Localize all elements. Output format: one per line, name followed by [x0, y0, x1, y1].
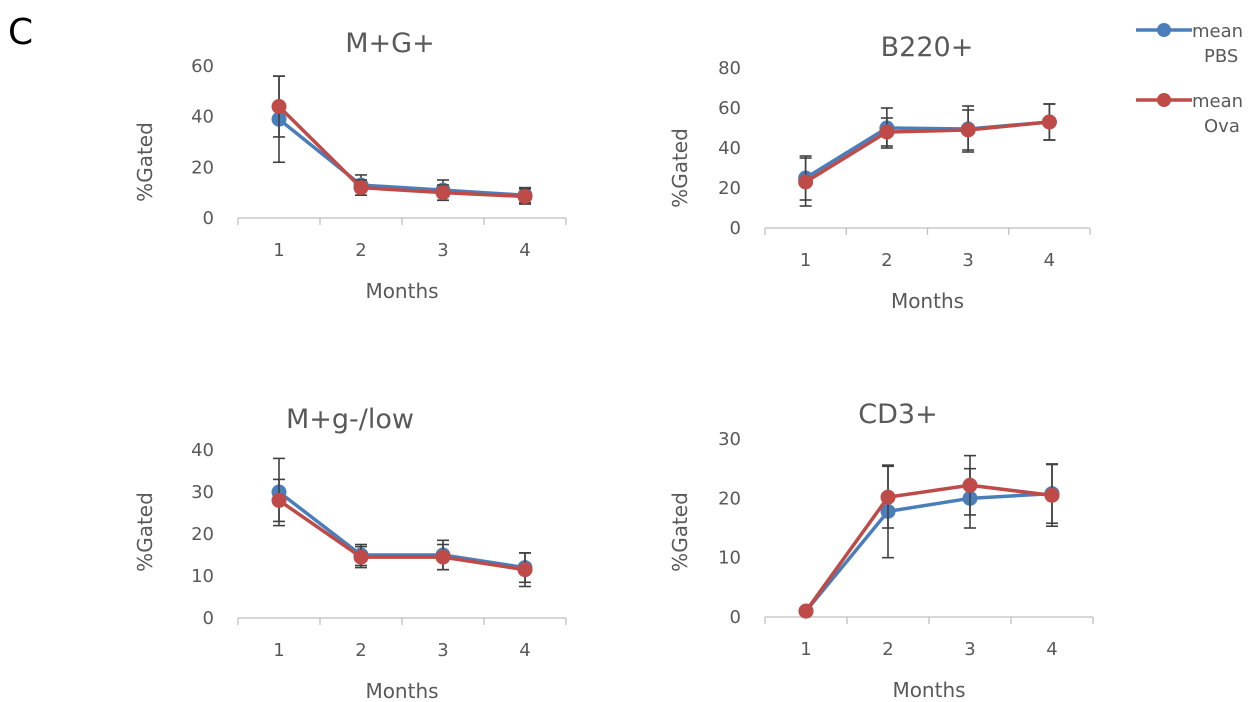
y-tick-label: 0 [203, 608, 214, 629]
y-axis-title: %Gated [668, 492, 692, 572]
x-tick-label: 4 [1046, 639, 1057, 660]
x-axis-title: Months [891, 289, 964, 313]
series-ova [271, 75, 533, 205]
x-tick-label: 3 [437, 240, 448, 261]
x-tick-label: 2 [882, 639, 893, 660]
y-tick-label: 20 [718, 178, 741, 199]
x-tick-label: 1 [800, 639, 811, 660]
data-point [517, 188, 533, 204]
y-tick-label: 10 [718, 548, 741, 569]
y-tick-label: 40 [718, 138, 741, 159]
chart-title: B220+ [881, 32, 974, 63]
x-tick-label: 4 [519, 240, 530, 261]
y-tick-label: 0 [730, 607, 741, 628]
data-point [271, 99, 287, 115]
data-point [880, 489, 896, 505]
series-line [277, 105, 526, 199]
y-axis-title: %Gated [133, 122, 157, 202]
legend: mean PBS mean Ova [1136, 21, 1243, 137]
series-line [278, 498, 526, 572]
y-tick-label: 0 [730, 218, 741, 239]
data-point [517, 562, 533, 578]
x-axis-title: Months [365, 679, 438, 702]
series-pbs [798, 103, 1057, 201]
data-point [960, 122, 976, 138]
x-axis-title: Months [365, 279, 438, 303]
data-point [798, 174, 814, 190]
chart-title: M+G+ [345, 28, 434, 59]
legend-label-pbs-line1: mean [1192, 21, 1243, 42]
y-axis-title: %Gated [133, 492, 157, 572]
x-tick-label: 1 [273, 240, 284, 261]
series-ova [798, 103, 1057, 207]
x-axis-title: Months [892, 678, 965, 702]
y-tick-label: 30 [191, 482, 214, 503]
x-tick-label: 3 [437, 640, 448, 661]
legend-item-pbs: mean PBS [1136, 21, 1243, 67]
data-point [879, 124, 895, 140]
series-line [277, 490, 526, 570]
x-tick-label: 2 [881, 250, 892, 271]
series-line [804, 491, 1053, 613]
y-tick-label: 60 [718, 98, 741, 119]
y-tick-label: 0 [203, 208, 214, 229]
series-ova [271, 478, 533, 588]
y-tick-label: 20 [718, 488, 741, 509]
y-tick-label: 60 [191, 56, 214, 77]
y-tick-label: 10 [191, 566, 214, 587]
chart-3: M+g-/low %Gated 1 2 3 4 Months 0 10 20 30 40 [133, 404, 567, 702]
chart-1: M+G+ %Gated 1 2 3 4 Months 0 20 40 60 [133, 28, 567, 303]
y-tick-label: 40 [191, 440, 214, 461]
data-point [435, 549, 451, 565]
data-point [353, 549, 369, 565]
x-tick-label: 3 [964, 639, 975, 660]
data-point [962, 477, 978, 493]
legend-marker-pbs [1157, 23, 1171, 37]
y-tick-label: 20 [191, 157, 214, 178]
data-point [353, 180, 369, 196]
data-point [1041, 114, 1057, 130]
x-tick-label: 3 [962, 250, 973, 271]
x-tick-label: 4 [1044, 250, 1055, 271]
data-point [435, 185, 451, 201]
x-tick-label: 1 [273, 640, 284, 661]
panel-label: C [8, 12, 33, 53]
y-tick-label: 40 [191, 107, 214, 128]
x-tick-label: 1 [800, 250, 811, 271]
x-tick-label: 2 [355, 640, 366, 661]
data-point [1044, 487, 1060, 503]
legend-label-ova-line2: Ova [1204, 116, 1240, 137]
y-tick-label: 30 [718, 429, 741, 450]
series-ova [798, 454, 1060, 619]
series-line [277, 117, 526, 197]
chart-4: CD3+ %Gated 1 2 3 4 Months 0 10 20 30 [668, 399, 1094, 702]
series-line [804, 120, 1050, 184]
x-tick-label: 4 [519, 640, 530, 661]
chart-title: CD3+ [858, 399, 937, 430]
x-tick-label: 2 [355, 240, 366, 261]
legend-marker-ova [1157, 93, 1171, 107]
legend-label-pbs-line2: PBS [1204, 46, 1238, 67]
legend-label-ova-line1: mean [1192, 91, 1243, 112]
chart-title: M+g-/low [286, 404, 414, 435]
legend-item-ova: mean Ova [1136, 91, 1243, 137]
y-axis-title: %Gated [668, 128, 692, 208]
series-pbs [798, 463, 1060, 619]
chart-2: B220+ %Gated 1 2 3 4 Months 0 20 40 60 80 [668, 32, 1091, 313]
data-point [798, 603, 814, 619]
series-line [804, 483, 1053, 613]
data-point [271, 492, 287, 508]
y-tick-label: 20 [191, 524, 214, 545]
y-tick-label: 80 [718, 58, 741, 79]
